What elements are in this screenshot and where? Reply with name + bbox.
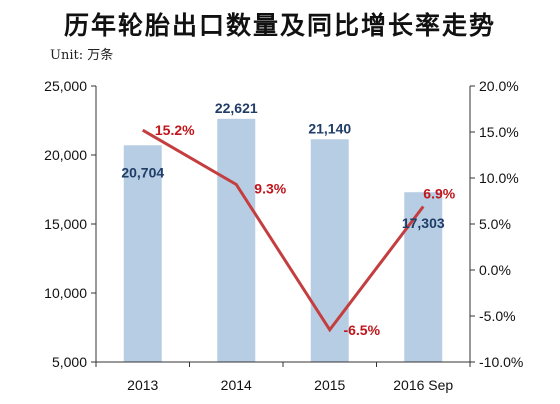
y-left-tick-label: 10,000 xyxy=(44,285,87,301)
bar xyxy=(310,139,349,362)
y-left-tick-label: 20,000 xyxy=(44,147,87,163)
bar xyxy=(404,192,443,362)
unit-label: Unit: 万条 xyxy=(50,48,114,63)
line-data-label: -6.5% xyxy=(343,322,380,338)
x-tick-label: 2015 xyxy=(314,377,345,393)
bar xyxy=(217,118,256,362)
y-right-tick-label: 10.0% xyxy=(479,170,519,186)
y-right-tick-label: 15.0% xyxy=(479,124,519,140)
y-right-tick-label: -5.0% xyxy=(479,308,516,324)
bar-data-label: 22,621 xyxy=(215,100,258,116)
x-tick-label: 2014 xyxy=(221,377,252,393)
y-left-tick-label: 25,000 xyxy=(44,78,87,94)
bar-data-label: 17,303 xyxy=(402,215,445,231)
y-left-tick-label: 15,000 xyxy=(44,216,87,232)
y-right-tick-label: -10.0% xyxy=(479,354,523,370)
y-right-tick-label: 20.0% xyxy=(479,78,519,94)
x-tick-label: 2016 Sep xyxy=(393,377,453,393)
bar-data-label: 21,140 xyxy=(308,120,351,136)
line-data-label: 15.2% xyxy=(155,122,195,138)
line-data-label: 6.9% xyxy=(423,186,455,202)
bar-data-label: 20,704 xyxy=(121,164,164,180)
y-right-tick-label: 5.0% xyxy=(479,216,511,232)
line-data-label: 9.3% xyxy=(254,180,286,196)
x-tick-label: 2013 xyxy=(127,377,158,393)
chart-title: 历年轮胎出口数量及同比增长率走势 xyxy=(63,11,496,40)
y-right-tick-label: 0.0% xyxy=(479,262,511,278)
bar xyxy=(123,145,162,362)
growth-line xyxy=(141,128,425,333)
y-left-tick-label: 5,000 xyxy=(52,354,87,370)
